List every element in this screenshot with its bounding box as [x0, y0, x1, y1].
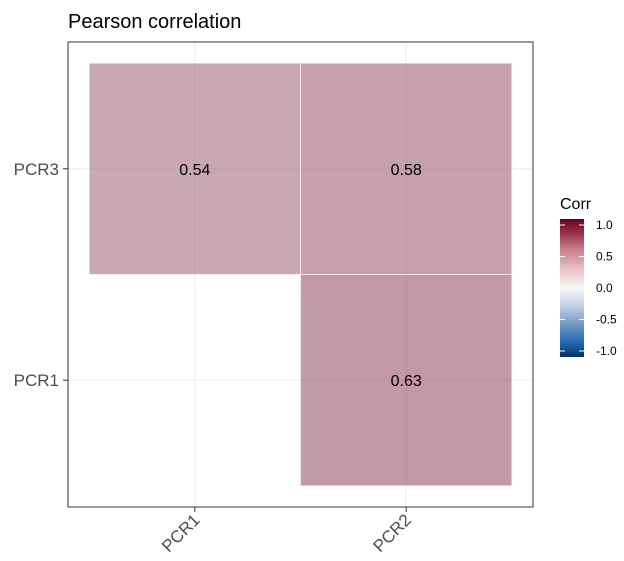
legend-tick-label: 0.5 [596, 250, 613, 264]
legend-tick-label: -0.5 [596, 313, 617, 327]
legend-title: Corr [560, 196, 592, 213]
cell-value-label: 0.63 [391, 373, 422, 390]
x-axis: PCR1 PCR2 [158, 507, 415, 556]
heatmap-cell [300, 62, 513, 275]
x-tick-label: PCR2 [370, 510, 416, 556]
y-axis: PCR1 PCR3 [14, 160, 68, 390]
plot-panel-border [67, 41, 534, 508]
heatmap-cell [300, 274, 513, 487]
y-tick-label: PCR3 [14, 160, 59, 179]
chart-title: Pearson correlation [68, 11, 241, 33]
legend-tick-label: 1.0 [596, 218, 613, 232]
heatmap-cell [88, 62, 301, 275]
x-tick-label: PCR1 [158, 510, 204, 556]
cell-value-label: 0.58 [391, 162, 422, 179]
color-legend: Corr 1.0 0.5 0.0 -0.5 -1.0 [560, 196, 617, 358]
legend-tick-label: 0.0 [596, 281, 613, 295]
cell-value-labels: 0.63 0.54 0.58 [179, 162, 422, 390]
heatmap-cells [88, 62, 513, 487]
cell-value-label: 0.54 [179, 162, 210, 179]
legend-ticks: 1.0 0.5 0.0 -0.5 -1.0 [560, 218, 617, 358]
y-tick-label: PCR1 [14, 371, 59, 390]
legend-tick-label: -1.0 [596, 344, 617, 358]
